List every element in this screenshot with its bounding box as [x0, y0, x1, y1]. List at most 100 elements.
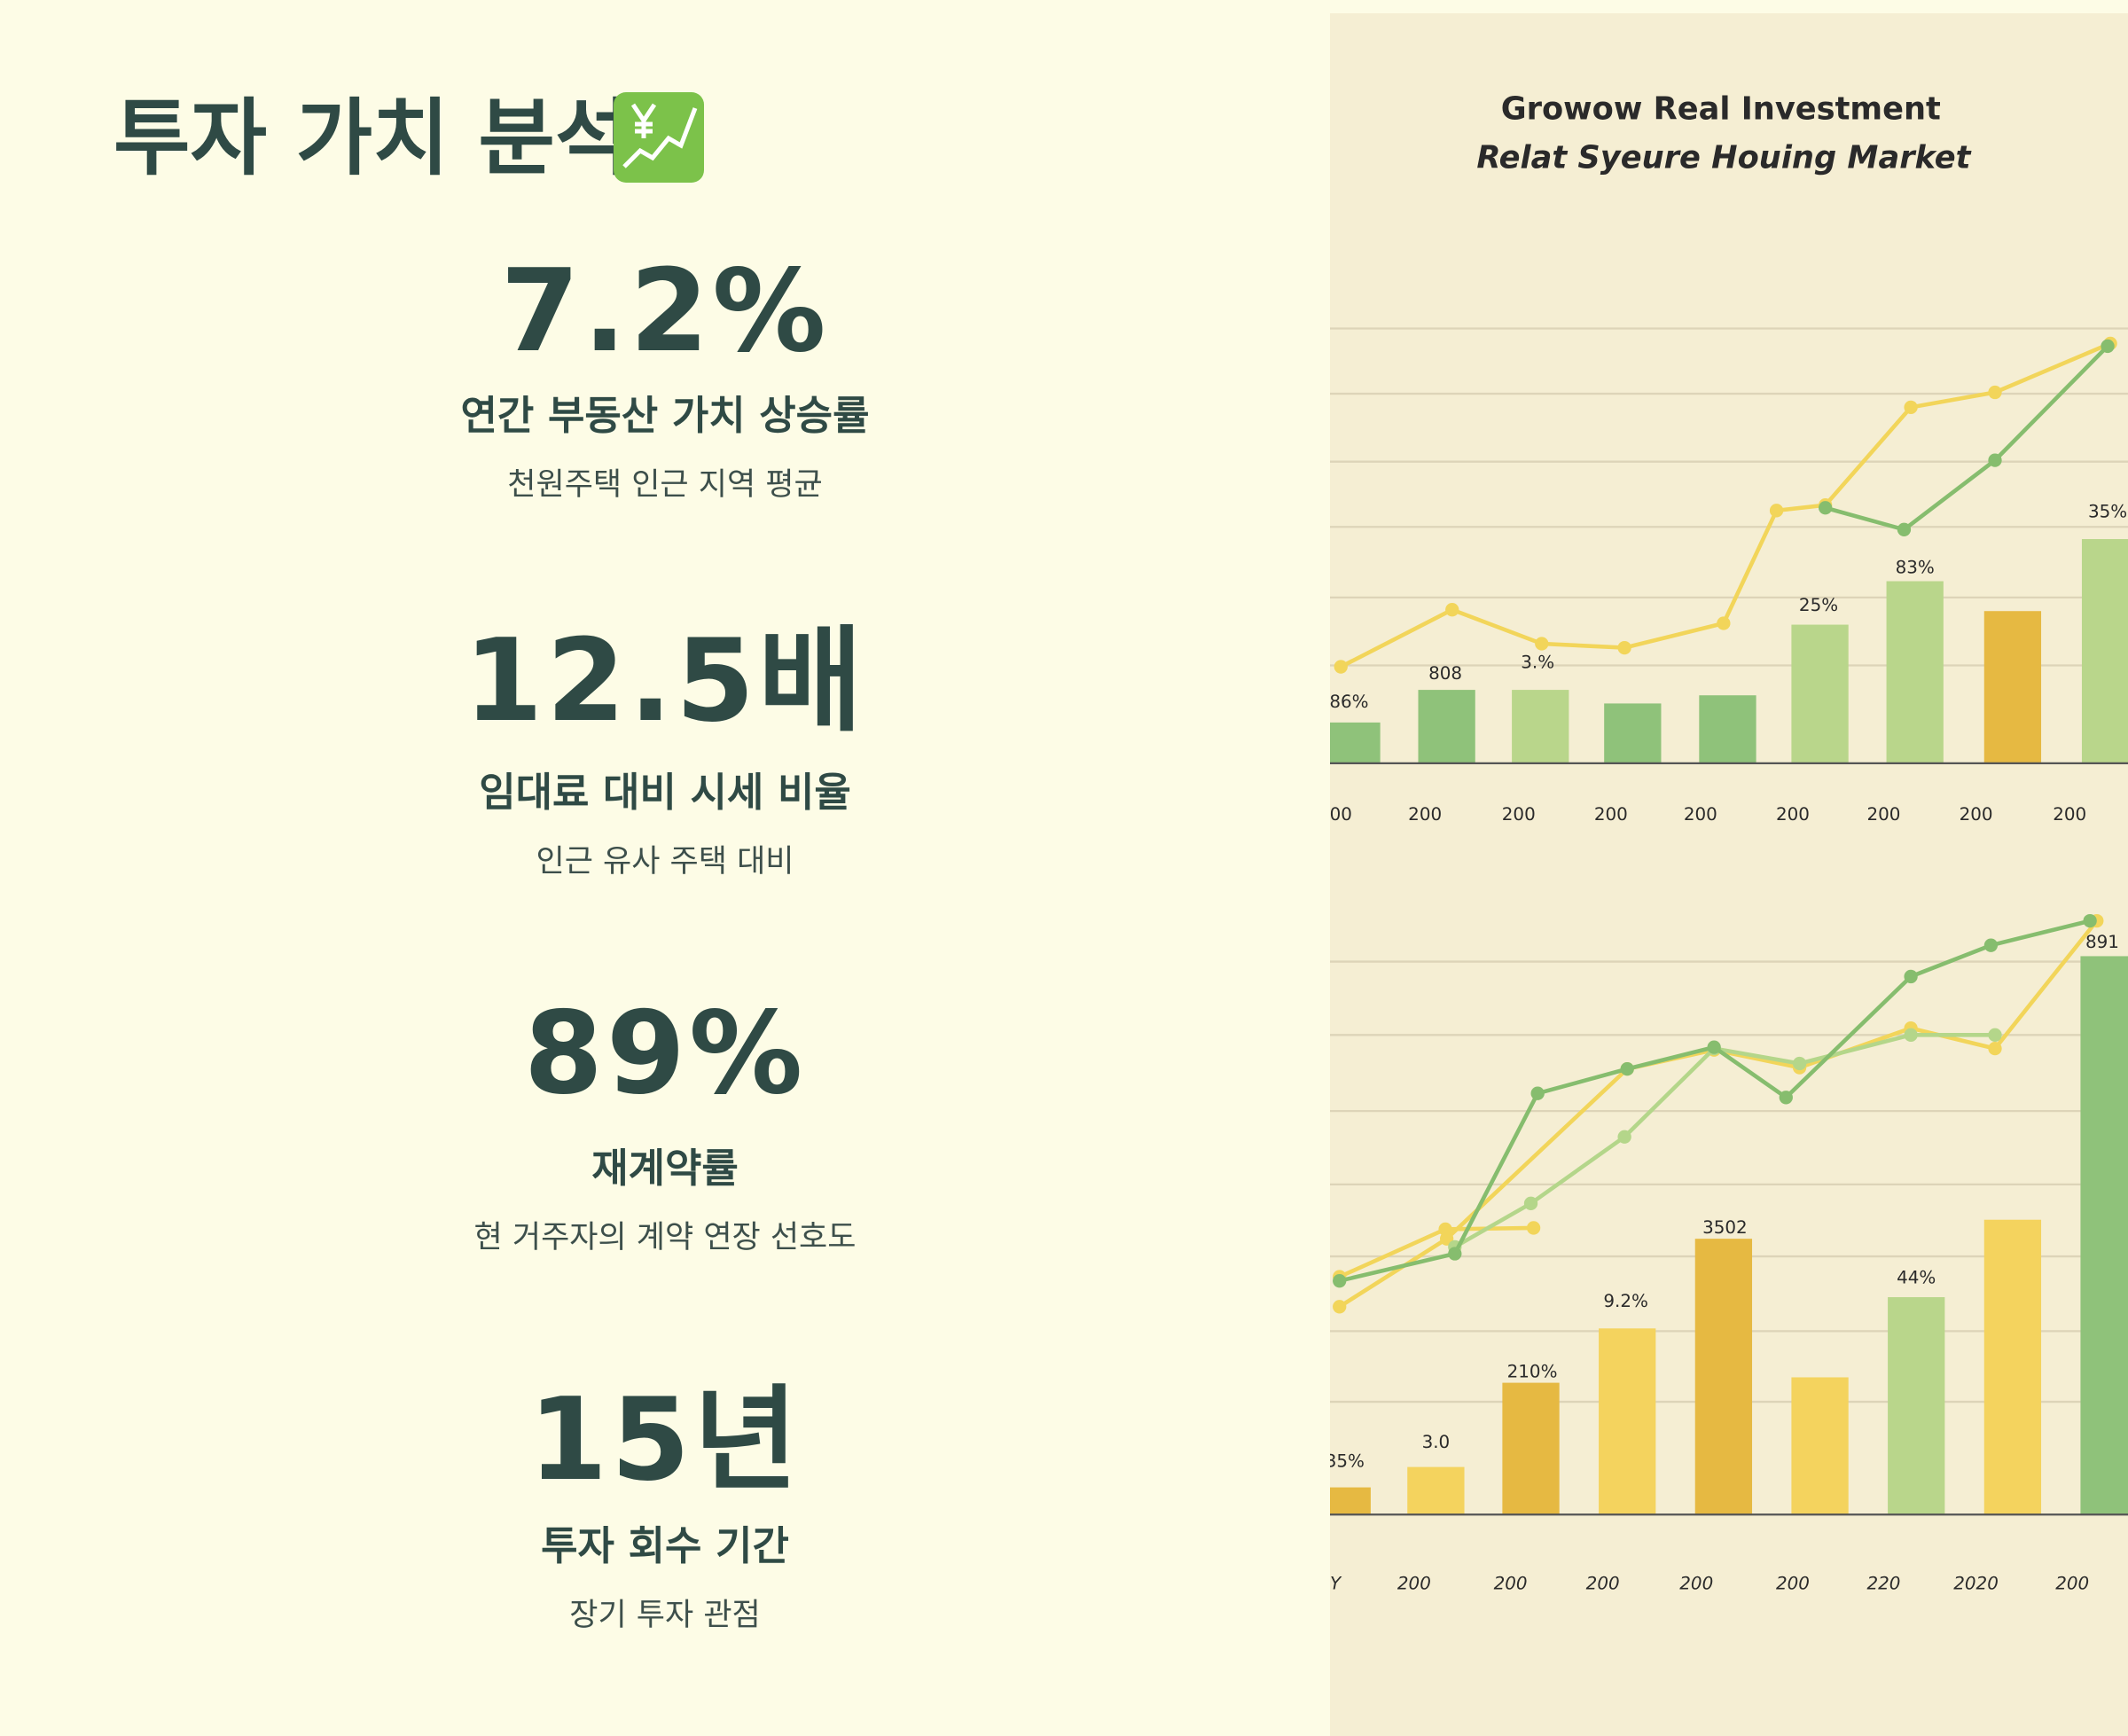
trend-point — [1988, 1028, 2002, 1042]
stat-label: 임대료 대비 시세 비율 — [479, 769, 851, 816]
illustration-label: 210% — [1507, 1361, 1558, 1381]
trend-point — [1717, 616, 1731, 630]
illustration: Growow Real Investment Relat Syeure Houi… — [1326, 13, 2128, 1736]
bar — [1418, 690, 1475, 763]
illustration-label: 891 — [2085, 932, 2119, 952]
bar — [1791, 1377, 1849, 1515]
illustration-label: 200 — [1586, 1573, 1620, 1593]
stat-value: 89% — [524, 988, 806, 1120]
trend-point — [1445, 603, 1459, 617]
illustration-label: 200 — [2053, 804, 2086, 825]
illustration-title: Growow Real Investment — [1501, 91, 1941, 128]
stat-label: 재계약률 — [591, 1145, 739, 1192]
trend-point — [1988, 1041, 2002, 1056]
bar — [1983, 611, 2042, 763]
bar — [1791, 624, 1849, 763]
trend-point — [1707, 1040, 1721, 1054]
trend-point — [2083, 913, 2097, 928]
illustration-label: 200 — [1679, 1573, 1713, 1593]
illustration-label: 200 — [1867, 804, 1901, 825]
bar — [2081, 539, 2128, 763]
trend-point — [1983, 938, 1999, 952]
trend-point — [2101, 339, 2115, 354]
bar — [1330, 1487, 1371, 1515]
stat-value: 15년 — [528, 1374, 802, 1506]
bar — [1699, 695, 1756, 763]
illustration-label: 200 — [1397, 1573, 1431, 1593]
left-panel — [0, 0, 1330, 1736]
bar — [1983, 1219, 2042, 1515]
illustration-label: 9.2% — [1603, 1291, 1648, 1311]
trend-point — [1988, 453, 2002, 467]
illustration-label: 3.% — [1521, 653, 1554, 673]
stat-value: 12.5배 — [464, 615, 866, 747]
illustration-label: 200 — [1502, 804, 1536, 825]
trend-point — [1333, 1274, 1347, 1288]
trend-point — [1769, 504, 1784, 518]
illustration-label: 35% — [1326, 1451, 1365, 1472]
page-title: 투자 가치 분석 — [113, 90, 631, 187]
trend-point — [1526, 1221, 1541, 1235]
illustration-label: 3.0 — [1422, 1432, 1451, 1452]
stat-note: 인근 유사 주택 대비 — [536, 844, 794, 880]
trend-point — [1988, 385, 2002, 400]
illustration-label: 200 — [1408, 804, 1442, 825]
trend-point — [1535, 637, 1549, 651]
illustration-label: 200 — [1494, 1573, 1528, 1593]
trend-point — [1438, 1222, 1452, 1237]
trend-point — [1819, 501, 1833, 515]
bar — [1512, 690, 1569, 763]
stat-note: 천원주택 인근 지역 평균 — [507, 467, 822, 503]
trend-point — [1530, 1086, 1545, 1100]
bar — [1886, 581, 1944, 763]
illustration-subtitle: Relat Syeure Houing Market — [1476, 140, 1971, 176]
trend-point — [1620, 1061, 1634, 1076]
bar — [1502, 1382, 1560, 1515]
bar — [1694, 1239, 1753, 1515]
stat-label: 투자 회수 기간 — [541, 1522, 789, 1569]
illustration-label: 44% — [1897, 1268, 1936, 1288]
illustration-label: 83% — [1896, 557, 1935, 577]
trend-point — [1448, 1247, 1462, 1261]
trend-point — [1334, 660, 1348, 674]
illustration-label: 2020 — [1953, 1573, 1999, 1593]
illustration-label: 86% — [1329, 692, 1368, 712]
trend-point — [1904, 400, 1918, 415]
trend-point — [1904, 969, 1918, 984]
stat-label: 연간 부동산 가치 상승률 — [460, 392, 869, 439]
illustration-label: 200 — [1776, 804, 1810, 825]
stat-note: 장기 투자 관점 — [569, 1598, 760, 1633]
trend-point — [1617, 1130, 1631, 1144]
bar — [1604, 703, 1662, 763]
trend-point — [1523, 1196, 1538, 1210]
illustration-label: 220 — [1867, 1573, 1901, 1593]
illustration-label: 200 — [1594, 804, 1628, 825]
illustration-label: 200 — [1776, 1573, 1810, 1593]
trend-point — [1617, 640, 1631, 655]
bar — [1599, 1328, 1656, 1515]
illustration-label: 808 — [1428, 663, 1462, 684]
trend-point — [1904, 1028, 1918, 1042]
bar — [2080, 956, 2128, 1515]
bar — [1888, 1297, 1945, 1515]
illustration-label: 3502 — [1702, 1217, 1748, 1238]
illustration-label: 200 — [2055, 1573, 2089, 1593]
trend-point — [1792, 1056, 1807, 1071]
illustration-label: 200 — [1960, 804, 1993, 825]
trend-line — [1340, 341, 2111, 669]
illustration-label: 200 — [1684, 804, 1717, 825]
illustration-label: Y — [1330, 1573, 1342, 1593]
bar — [1407, 1466, 1465, 1515]
bar — [1330, 722, 1381, 763]
trend-point — [1897, 522, 1912, 536]
trend-point — [1779, 1091, 1793, 1105]
illustration-label: 00 — [1330, 804, 1352, 825]
stat-note: 현 거주자의 계약 연장 선호도 — [474, 1220, 857, 1255]
chart-icon — [614, 92, 704, 183]
trend-point — [1333, 1300, 1347, 1314]
illustration-label: 25% — [1799, 595, 1838, 615]
trend-line — [1825, 344, 2109, 532]
stat-value: 7.2% — [501, 246, 830, 378]
